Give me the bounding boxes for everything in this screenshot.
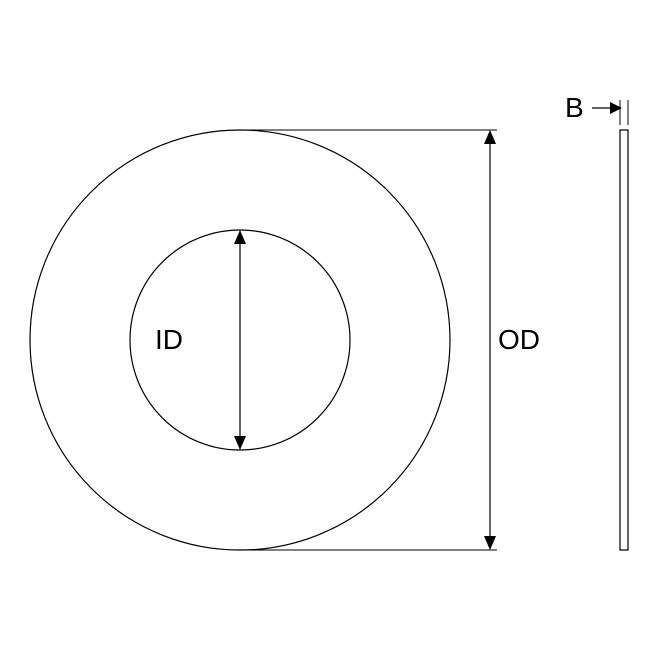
od-dimension xyxy=(484,130,496,550)
od-label: OD xyxy=(498,324,540,356)
washer-diagram: ID OD B xyxy=(0,0,670,670)
id-dimension xyxy=(234,230,246,450)
side-view xyxy=(620,130,628,550)
b-label: B xyxy=(565,92,584,124)
b-dimension xyxy=(592,100,628,125)
id-label: ID xyxy=(155,324,183,356)
